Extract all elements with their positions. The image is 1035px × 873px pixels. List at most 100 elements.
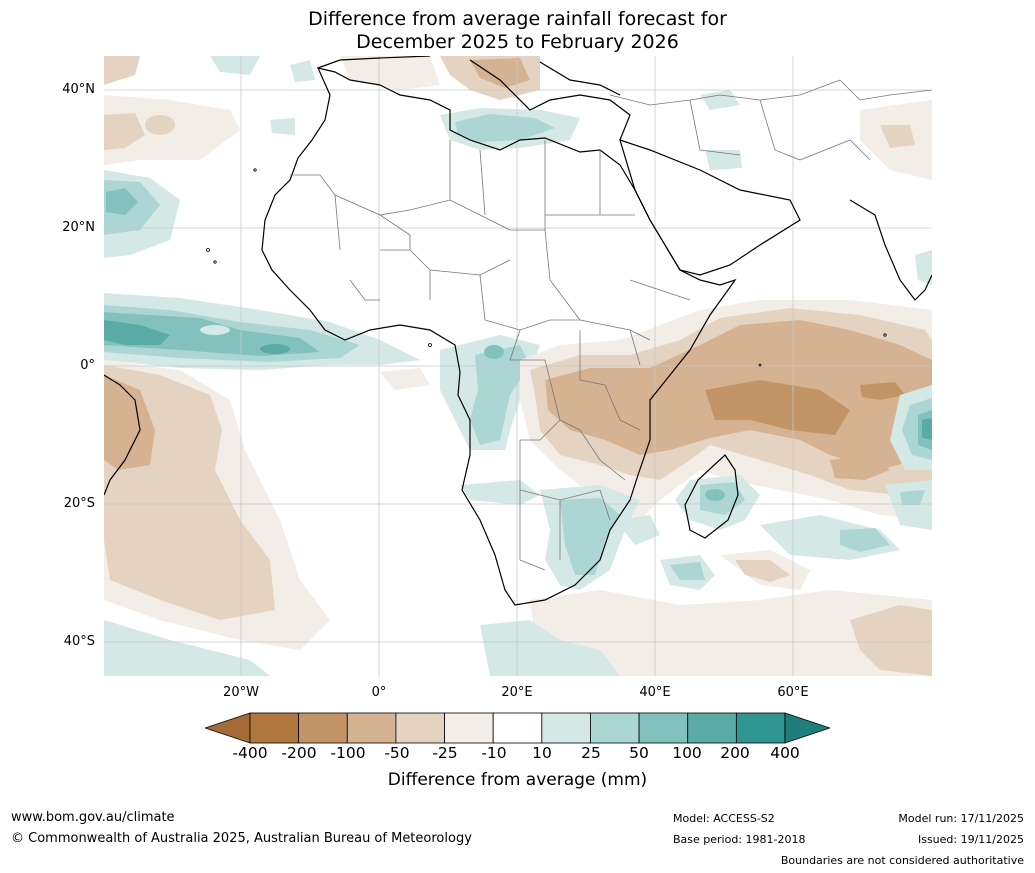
europe-coastline [317, 56, 631, 141]
wet-faint-area [270, 118, 295, 135]
dry-light-area [145, 115, 175, 135]
wet-dark-area [922, 418, 932, 440]
colorbar-tick: -10 [481, 744, 507, 762]
wet-faint-area [290, 60, 315, 82]
madagascar-coastline [684, 454, 739, 539]
colorbar-tick: 50 [629, 744, 649, 762]
wet-light-area [840, 528, 890, 552]
dry-dark-area [705, 380, 850, 435]
wet-faint-area [104, 620, 270, 676]
dry-faint-area [530, 590, 932, 676]
title-line-2: December 2025 to February 2026 [356, 31, 679, 53]
dry-mid-area [470, 58, 530, 88]
island [253, 168, 257, 172]
dry-dark-area [860, 382, 905, 400]
colorbar-tick: -400 [232, 744, 268, 762]
dry-mid-area [104, 375, 155, 470]
island [758, 363, 762, 367]
colorbar-bin [735, 712, 786, 744]
lon-label-0: 0° [371, 685, 387, 700]
wet-faint-area [200, 325, 230, 335]
island [213, 260, 217, 264]
wet-mid-area [484, 345, 504, 359]
islands [206, 168, 887, 367]
colorbar-bin [395, 712, 445, 744]
wet-faint-area [700, 90, 740, 110]
wet-faint-area [480, 620, 620, 676]
lon-label-60e: 60°E [777, 685, 809, 700]
colorbar-bin [590, 712, 640, 744]
anomaly-shading [104, 56, 932, 676]
africa-coastline [261, 67, 737, 606]
border-line [290, 140, 691, 571]
graticule [104, 56, 932, 676]
colorbar-tick: 25 [581, 744, 601, 762]
lon-label-20w: 20°W [223, 685, 259, 700]
island [206, 248, 210, 252]
rainfall-anomaly-map [104, 56, 932, 676]
dry-mid-area [830, 455, 890, 480]
wet-faint-area [210, 56, 260, 75]
dry-light-area [104, 113, 145, 150]
website-link[interactable]: www.bom.gov.au/climate [11, 810, 175, 825]
colorbar-swatches [205, 712, 830, 744]
lat-label-40n: 40°N [62, 82, 95, 97]
wet-light-area [900, 490, 925, 505]
country-borders [290, 79, 932, 571]
south-america-coastline [104, 374, 141, 496]
dry-light-area [850, 605, 932, 676]
colorbar-tick: 400 [770, 744, 800, 762]
copyright-text: © Commonwealth of Australia 2025, Austra… [11, 831, 472, 846]
lat-label-40s: 40°S [63, 634, 95, 649]
colorbar-bin [249, 712, 300, 744]
dry-light-area [735, 560, 790, 582]
dry-faint-area [380, 368, 430, 390]
wet-dark-area [104, 320, 170, 345]
lon-label-20e: 20°E [501, 685, 533, 700]
title-line-1: Difference from average rainfall forecas… [308, 8, 727, 30]
colorbar-extend-high [784, 712, 830, 744]
colorbar [205, 712, 830, 744]
dry-light-area [104, 56, 140, 85]
issued-text: Issued: 19/11/2025 [917, 833, 1024, 846]
chart-title: Difference from average rainfall forecas… [0, 8, 1035, 54]
colorbar-bin [298, 712, 348, 744]
colorbar-tick: -200 [281, 744, 317, 762]
wet-light-area [560, 498, 620, 575]
lon-label-40e: 40°E [639, 685, 671, 700]
dry-light-area [880, 125, 915, 148]
colorbar-tick: 200 [720, 744, 750, 762]
colorbar-extend-low [205, 712, 251, 744]
india-coastline [849, 199, 932, 301]
colorbar-bin [687, 712, 737, 744]
wet-light-area [670, 562, 705, 580]
map-svg [104, 56, 932, 676]
wet-faint-area [615, 515, 660, 545]
wet-faint-area [915, 250, 932, 285]
island [428, 343, 432, 347]
colorbar-bin [638, 712, 689, 744]
colorbar-bin [541, 712, 591, 744]
border-line [609, 79, 932, 161]
colorbar-bin [444, 712, 494, 744]
wet-dark-area [260, 344, 290, 354]
wet-mid-area [106, 188, 138, 215]
arabia-coastline [619, 139, 801, 276]
colorbar-tick: -50 [384, 744, 410, 762]
lat-label-20n: 20°N [62, 220, 95, 235]
dry-faint-area [340, 56, 440, 90]
model-run-text: Model run: 17/11/2025 [898, 812, 1024, 825]
wet-light-area [470, 345, 530, 445]
wet-mid-area [705, 489, 725, 501]
lat-label-20s: 20°S [63, 496, 95, 511]
colorbar-label: Difference from average (mm) [387, 770, 648, 790]
model-text: Model: ACCESS-S2 [673, 812, 775, 825]
wet-faint-area [705, 150, 742, 170]
colorbar-tick: 100 [672, 744, 702, 762]
lat-label-equator: 0° [80, 358, 95, 373]
colorbar-bin [346, 712, 397, 744]
disclaimer-text: Boundaries are not considered authoritat… [780, 854, 1024, 867]
colorbar-tick: -25 [432, 744, 458, 762]
coastlines [104, 56, 932, 606]
colorbar-bin [492, 712, 543, 744]
